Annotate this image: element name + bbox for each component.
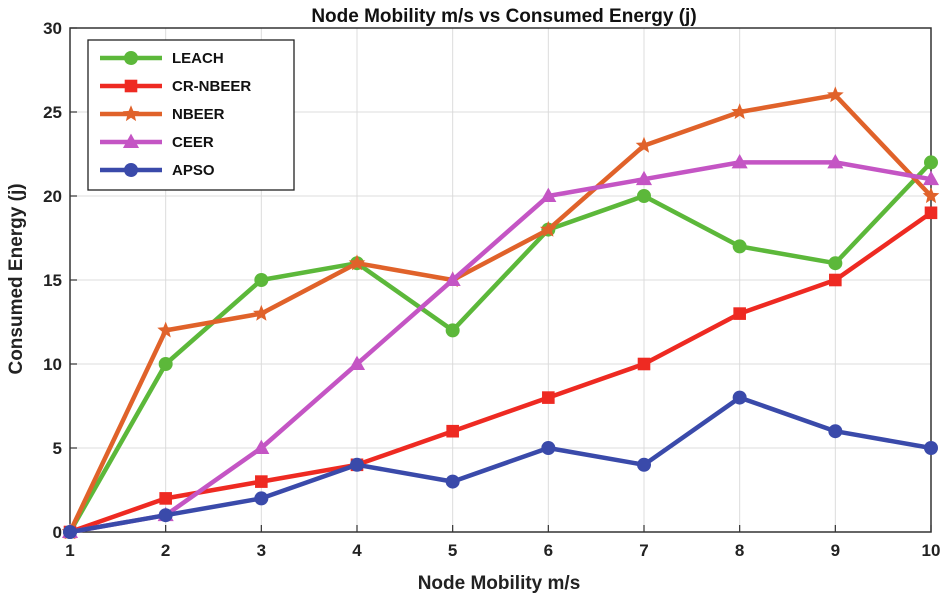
chart-title: Node Mobility m/s vs Consumed Energy (j) [311, 6, 696, 27]
data-point-nbeer [827, 86, 844, 103]
legend-item-leach: LEACH [100, 50, 224, 67]
data-point-apso [637, 457, 651, 472]
data-point-leach [732, 239, 747, 254]
data-point-ceer [444, 271, 461, 286]
legend-label-leach: LEACH [172, 50, 224, 67]
data-point-apso [828, 424, 843, 439]
legend-label-apso: APSO [172, 162, 215, 179]
data-point-cr-nbeer [542, 391, 555, 404]
data-point-cr-nbeer [255, 475, 268, 488]
data-point-cr-nbeer [829, 273, 842, 287]
y-tick-label: 15 [43, 271, 62, 290]
data-point-apso [350, 457, 364, 472]
data-point-apso [445, 474, 460, 489]
legend-item-cr-nbeer: CR-NBEER [100, 78, 251, 95]
data-point-nbeer [731, 103, 748, 120]
data-point-cr-nbeer [446, 424, 459, 438]
data-point-cr-nbeer [637, 357, 651, 371]
series-layer [61, 86, 940, 540]
x-tick-label: 1 [65, 541, 74, 560]
data-point-ceer [348, 355, 366, 370]
data-point-nbeer [540, 220, 557, 237]
data-point-apso [924, 441, 938, 455]
legend: LEACH CR-NBEER NBEER CEER APSO [87, 39, 295, 191]
legend-label-nbeer: NBEER [172, 106, 225, 123]
data-point-apso [254, 491, 269, 506]
legend-marker-apso [124, 163, 138, 177]
data-point-apso [158, 508, 173, 523]
legend-item-nbeer: NBEER [100, 105, 225, 123]
data-point-leach [158, 357, 173, 371]
series-line-ceer [67, 160, 934, 535]
legend-marker-nbeer [122, 105, 140, 122]
data-point-leach [637, 189, 651, 203]
data-point-ceer [731, 154, 748, 169]
x-tick-label: 5 [448, 541, 457, 560]
y-tick-label: 25 [43, 103, 62, 122]
y-tick-label: 20 [43, 187, 62, 206]
y-tick-label: 10 [43, 355, 62, 374]
x-tick-label: 2 [161, 541, 170, 560]
data-point-ceer [922, 170, 940, 186]
data-point-nbeer [253, 304, 270, 321]
data-point-cr-nbeer [159, 492, 172, 505]
legend-label-cr-nbeer: CR-NBEER [172, 78, 251, 95]
x-tick-label: 3 [257, 541, 266, 560]
legend-label-ceer: CEER [172, 134, 214, 151]
data-point-ceer [540, 187, 557, 202]
data-point-cr-nbeer [924, 206, 938, 220]
x-axis-title: Node Mobility m/s [418, 573, 581, 594]
x-tick-label: 4 [352, 541, 362, 560]
legend-marker-cr-nbeer [124, 79, 138, 93]
y-tick-label: 0 [53, 523, 62, 542]
series-line-apso [67, 395, 934, 535]
data-point-nbeer [157, 321, 174, 338]
data-point-ceer [827, 154, 844, 169]
series-line-cr-nbeer [67, 210, 934, 535]
axis-ticks: 0 5 10 15 20 25 30 1 2 3 4 5 6 7 8 9 10 [43, 19, 940, 560]
data-point-leach [924, 155, 938, 170]
x-tick-label: 6 [544, 541, 553, 560]
x-tick-label: 9 [831, 541, 840, 560]
data-point-cr-nbeer [733, 307, 746, 320]
y-tick-label: 30 [43, 19, 62, 38]
legend-marker-leach [124, 51, 138, 65]
data-point-ceer [253, 439, 270, 454]
x-tick-label: 10 [922, 541, 941, 560]
y-tick-label: 5 [53, 439, 62, 458]
legend-item-ceer: CEER [100, 133, 214, 151]
x-tick-label: 8 [735, 541, 744, 560]
data-point-apso [732, 390, 747, 405]
data-point-leach [828, 256, 843, 271]
data-point-leach [254, 273, 269, 287]
legend-item-apso: APSO [100, 162, 215, 179]
data-point-leach [445, 323, 460, 338]
data-point-nbeer [922, 187, 940, 204]
legend-marker-ceer [122, 133, 140, 148]
series-line-nbeer [67, 92, 934, 535]
y-axis-title: Consumed Energy (j) [6, 183, 27, 374]
data-point-ceer [635, 170, 653, 186]
data-point-apso [541, 441, 556, 455]
data-point-nbeer [348, 254, 366, 271]
data-point-nbeer [635, 136, 653, 153]
data-point-apso [63, 525, 77, 539]
series-apso [63, 390, 938, 539]
x-tick-label: 7 [639, 541, 648, 560]
